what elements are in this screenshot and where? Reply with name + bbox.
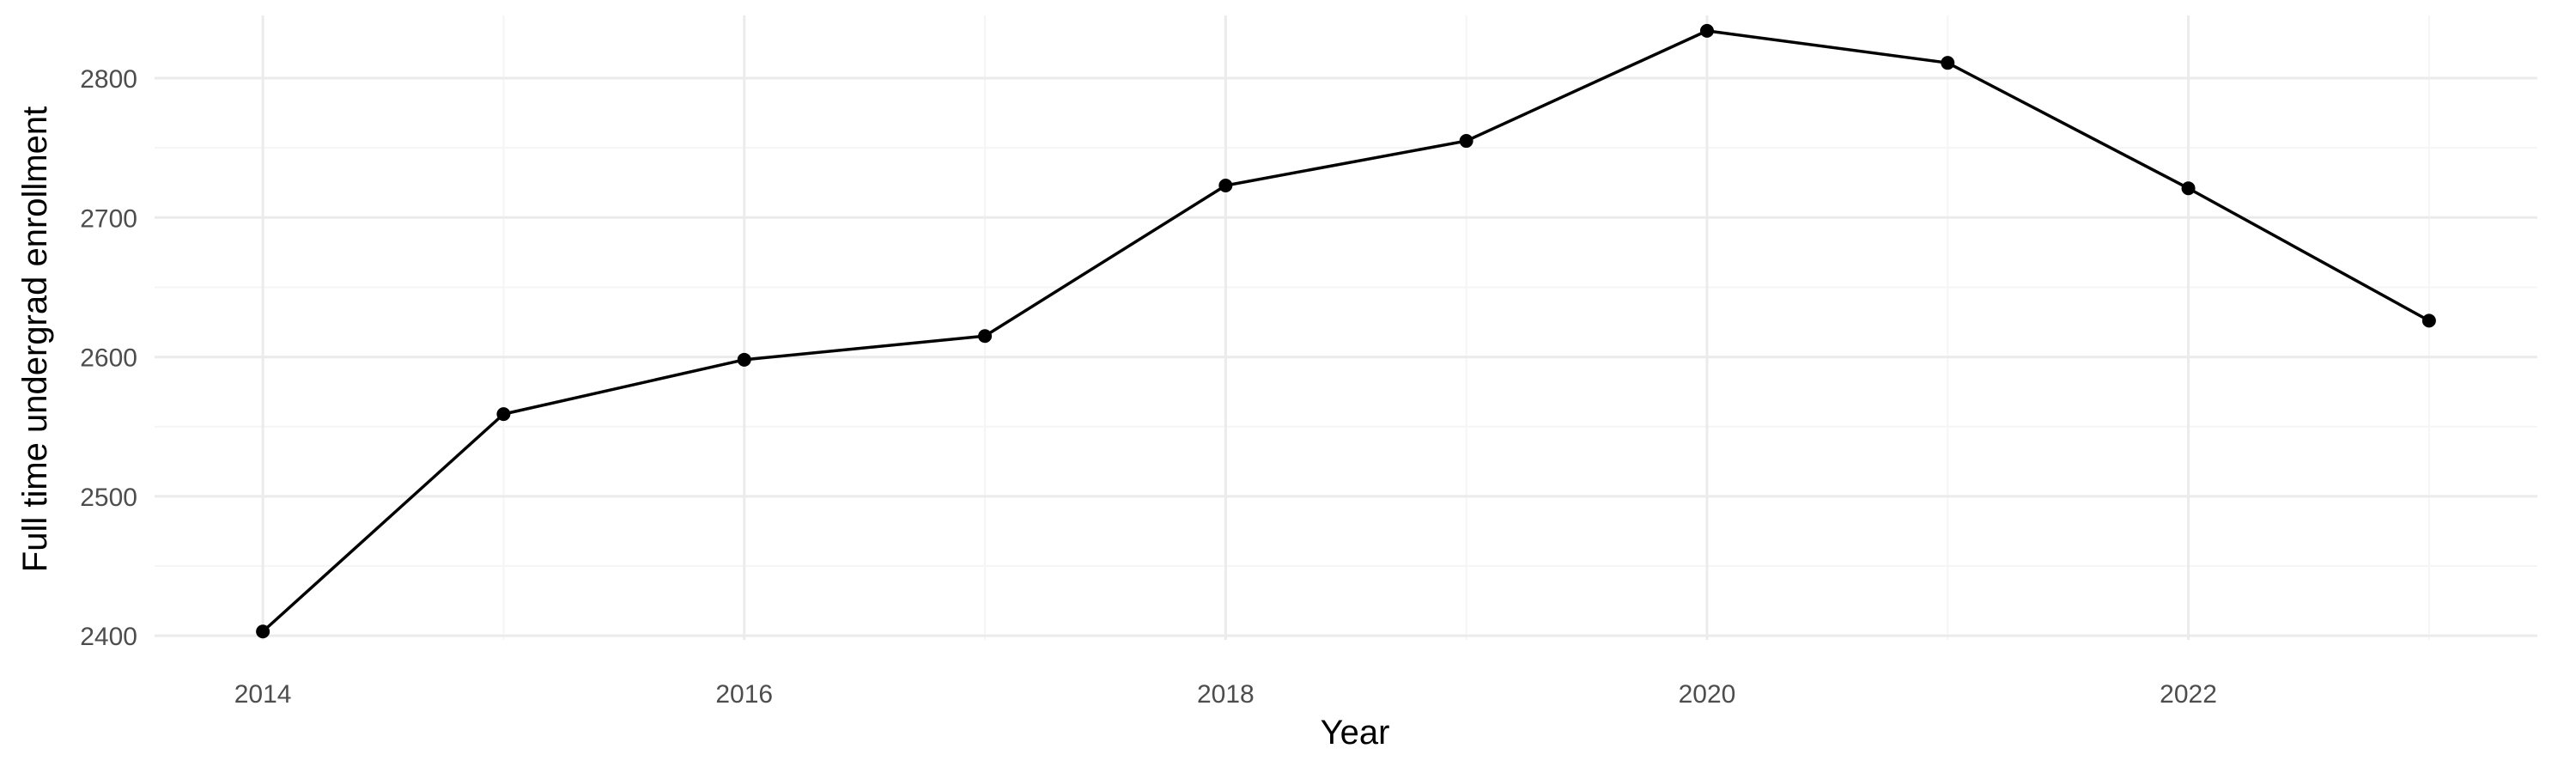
series-layer xyxy=(256,23,2436,639)
minor-gridlines xyxy=(155,15,2537,640)
y-tick-label: 2400 xyxy=(80,623,137,651)
data-point xyxy=(1459,134,1473,149)
x-axis-tick-labels: 2014 2016 2018 2020 2022 xyxy=(234,680,2217,709)
data-point xyxy=(256,624,270,639)
y-axis-tick-labels: 2400 2500 2600 2700 2800 xyxy=(80,65,137,651)
data-point xyxy=(1218,178,1233,192)
y-tick-label: 2500 xyxy=(80,484,137,512)
x-tick-label: 2016 xyxy=(715,680,773,709)
major-gridlines xyxy=(155,15,2537,640)
x-axis-title: Year xyxy=(1321,714,1390,752)
y-tick-label: 2700 xyxy=(80,204,137,233)
y-axis-title: Full time undergrad enrollment xyxy=(16,107,54,572)
x-tick-label: 2018 xyxy=(1197,680,1255,709)
data-point xyxy=(496,407,511,422)
data-point xyxy=(978,329,993,344)
data-point xyxy=(737,352,751,367)
x-tick-label: 2014 xyxy=(234,680,292,709)
y-tick-label: 2600 xyxy=(80,344,137,373)
data-point xyxy=(2421,313,2436,328)
data-point xyxy=(2181,181,2196,196)
data-point xyxy=(1699,23,1714,38)
x-tick-label: 2020 xyxy=(1679,680,1736,709)
series-line xyxy=(261,29,2430,633)
x-tick-label: 2022 xyxy=(2160,680,2217,709)
y-tick-label: 2800 xyxy=(80,65,137,94)
data-point xyxy=(1941,56,1955,70)
